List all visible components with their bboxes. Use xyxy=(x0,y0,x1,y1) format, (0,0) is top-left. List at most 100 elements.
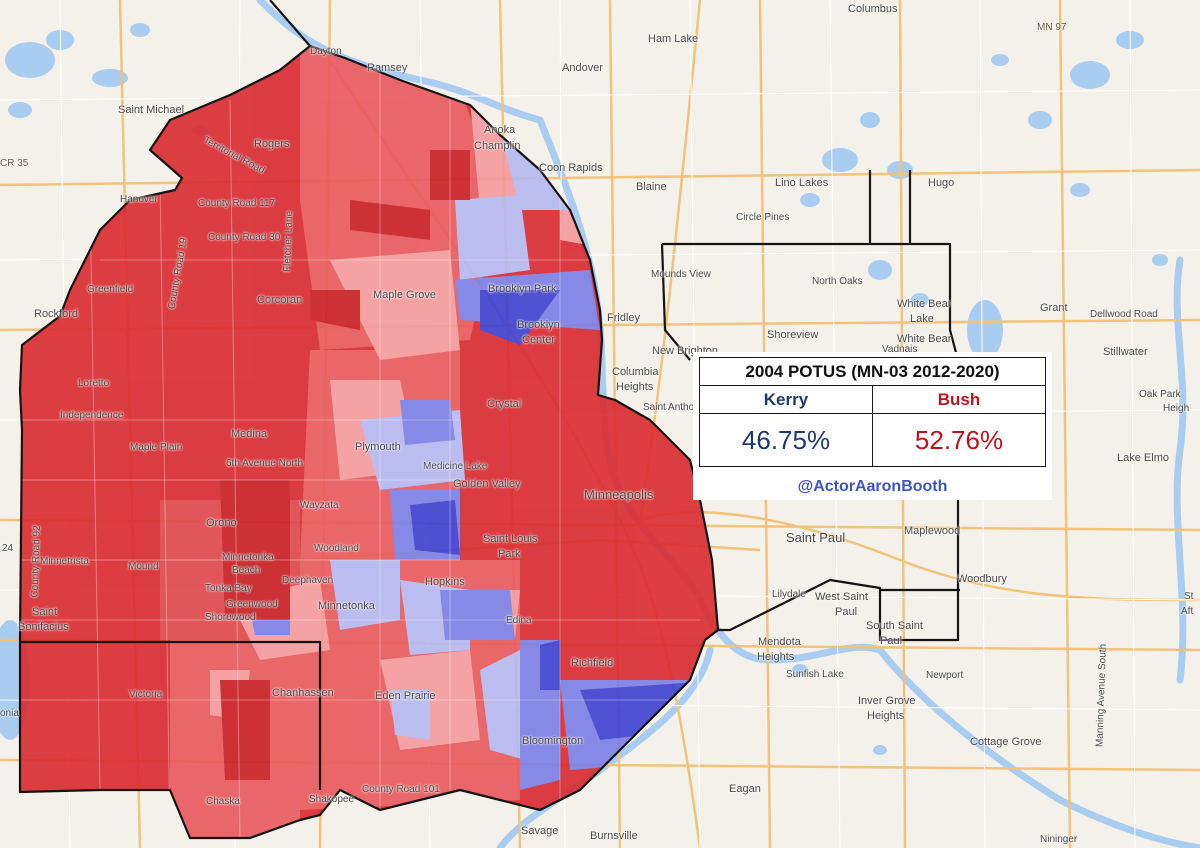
place-label-maple-grove: Maple Grove xyxy=(373,289,436,301)
place-label-rogers: Rogers xyxy=(254,138,290,150)
place-label-anoka: Anoka xyxy=(484,124,516,136)
place-label-ham-lake: Ham Lake xyxy=(648,33,699,45)
place-label-woodland: Woodland xyxy=(314,543,359,554)
place-label-saint-bonifacius: Saint xyxy=(32,606,58,618)
highway-label-mn97: MN 97 xyxy=(1037,22,1067,33)
place-label-saint-louis-park-2: Park xyxy=(498,548,521,560)
place-label-orono: Orono xyxy=(206,517,237,529)
place-label-south-saint-paul: South Saint xyxy=(866,620,923,632)
place-label-west-saint-paul-2: Paul xyxy=(835,606,858,618)
place-label-shoreview: Shoreview xyxy=(767,329,819,341)
place-label-independence: Independence xyxy=(60,410,124,421)
place-label-lilydale: Lilydale xyxy=(772,589,806,600)
place-label-grant: Grant xyxy=(1040,302,1068,314)
candidate-name-kerry: Kerry xyxy=(699,385,873,414)
place-label-saint-anthony: Saint Antho xyxy=(643,402,695,413)
place-label-mendota-heights-2: Heights xyxy=(757,651,795,663)
place-label-lino-lakes: Lino Lakes xyxy=(775,177,829,189)
place-label-brooklyn-park: Brooklyn Park xyxy=(488,283,557,295)
place-label-saint-louis-park: Saint Louis xyxy=(483,533,538,545)
place-label-plymouth: Plymouth xyxy=(355,441,401,453)
place-label-medicine-lake: Medicine Lake xyxy=(423,461,488,472)
place-label-maplewood: Maplewood xyxy=(904,525,961,537)
place-label-shorewood: Shorewood xyxy=(205,612,256,623)
place-label-minnetonka-beach: Minnetonka xyxy=(222,552,274,563)
place-label-burnsville: Burnsville xyxy=(590,830,638,842)
place-label-medina: Medina xyxy=(231,428,268,440)
place-label-brooklyn-center-2: Center xyxy=(522,334,556,346)
results-table: 2004 POTUS (MN-03 2012-2020) Kerry Bush … xyxy=(699,357,1046,467)
road-label-county-101: County Road 101 xyxy=(362,784,440,795)
place-label-hopkins: Hopkins xyxy=(425,576,465,588)
candidate-pct-bush: 52.76% xyxy=(872,413,1046,467)
place-label-wayzata: Wayzata xyxy=(300,500,339,511)
place-label-saint-michael: Saint Michael xyxy=(118,104,185,116)
place-label-edge-east-2: Aft xyxy=(1181,606,1194,617)
place-label-crystal: Crystal xyxy=(487,398,522,410)
place-label-edge-west: onia xyxy=(0,708,19,719)
place-label-richfield: Richfield xyxy=(571,657,614,669)
results-panel: 2004 POTUS (MN-03 2012-2020) Kerry Bush … xyxy=(693,352,1052,500)
results-title: 2004 POTUS (MN-03 2012-2020) xyxy=(699,357,1046,386)
place-label-stillwater: Stillwater xyxy=(1103,346,1148,358)
place-label-south-saint-paul-2: Paul xyxy=(880,635,903,647)
candidate-name-bush: Bush xyxy=(872,385,1046,414)
place-label-cottage-grove: Cottage Grove xyxy=(970,736,1042,748)
place-label-columbia-heights: Columbia xyxy=(612,366,659,378)
place-label-minnetrista: Minnetrista xyxy=(40,556,89,567)
place-label-rockford: Rockford xyxy=(34,308,79,320)
place-label-columbus: Columbus xyxy=(848,3,898,15)
place-label-newport: Newport xyxy=(926,670,964,681)
place-label-oak-park: Oak Park xyxy=(1139,389,1181,400)
road-label-county-30: County Road 30 xyxy=(208,232,281,243)
place-label-shakopee: Shakopee xyxy=(309,794,355,805)
place-label-ramsey: Ramsey xyxy=(367,62,408,74)
place-label-lake-elmo: Lake Elmo xyxy=(1117,452,1169,464)
place-label-minnetonka-beach-2: Beach xyxy=(232,565,261,576)
place-label-mendota-heights: Mendota xyxy=(758,636,801,648)
place-label-tonka-bay: Tonka Bay xyxy=(205,583,252,594)
place-label-chaska: Chaska xyxy=(206,796,240,807)
place-label-white-bear-lake: White Bear xyxy=(897,298,952,310)
place-label-hugo: Hugo xyxy=(928,177,955,189)
place-label-west-saint-paul: West Saint xyxy=(815,591,868,603)
place-label-victoria: Victoria xyxy=(129,689,163,700)
place-label-blaine: Blaine xyxy=(636,181,667,193)
place-label-saint-bonifacius-2: Bonifacius xyxy=(18,621,69,633)
place-label-fridley: Fridley xyxy=(607,312,641,324)
place-label-eden-prairie: Eden Prairie xyxy=(375,690,436,702)
place-label-eagan: Eagan xyxy=(729,783,761,795)
place-label-edge-east-1: St xyxy=(1184,591,1194,602)
place-label-brooklyn-center: Brooklyn xyxy=(517,319,560,331)
place-label-saint-paul: Saint Paul xyxy=(786,530,846,545)
place-label-circle-pines: Circle Pines xyxy=(736,212,790,223)
place-label-mound: Mound xyxy=(128,561,159,572)
place-label-oak-park-2: Heigh xyxy=(1163,403,1190,414)
place-label-champlin: Champlin xyxy=(474,140,521,152)
place-label-mounds-view: Mounds View xyxy=(651,269,711,280)
road-label-fletcher: Fletcher Lane xyxy=(282,210,296,273)
place-label-greenwood: Greenwood xyxy=(226,599,278,610)
highway-label-cr35: CR 35 xyxy=(0,158,29,169)
place-label-inver-grove-2: Heights xyxy=(867,710,905,722)
district-outlines xyxy=(18,0,960,840)
place-label-minnetonka: Minnetonka xyxy=(318,600,375,612)
place-label-savage: Savage xyxy=(521,825,559,837)
place-label-white-bear-lake-2: Lake xyxy=(910,313,934,325)
place-label-coon-rapids: Coon Rapids xyxy=(539,162,603,174)
place-label-corcoran: Corcoran xyxy=(257,294,303,306)
place-label-nininger: Nininger xyxy=(1040,834,1078,845)
place-label-columbia-heights-2: Heights xyxy=(616,381,654,393)
place-label-white-bear-2: White Bear xyxy=(897,333,952,345)
place-label-andover: Andover xyxy=(562,62,603,74)
place-label-bloomington: Bloomington xyxy=(522,735,584,747)
author-handle: @ActorAaronBooth xyxy=(797,478,948,495)
candidate-pct-kerry: 46.75% xyxy=(699,413,873,467)
place-label-deephaven: Deephaven xyxy=(282,575,334,586)
place-label-maple-plain: Maple Plain xyxy=(130,442,183,453)
place-label-greenfield: Greenfield xyxy=(87,284,134,295)
place-label-chanhassen: Chanhassen xyxy=(272,687,334,699)
place-label-inver-grove: Inver Grove xyxy=(858,695,916,707)
place-label-dayton: Dayton xyxy=(310,46,342,57)
